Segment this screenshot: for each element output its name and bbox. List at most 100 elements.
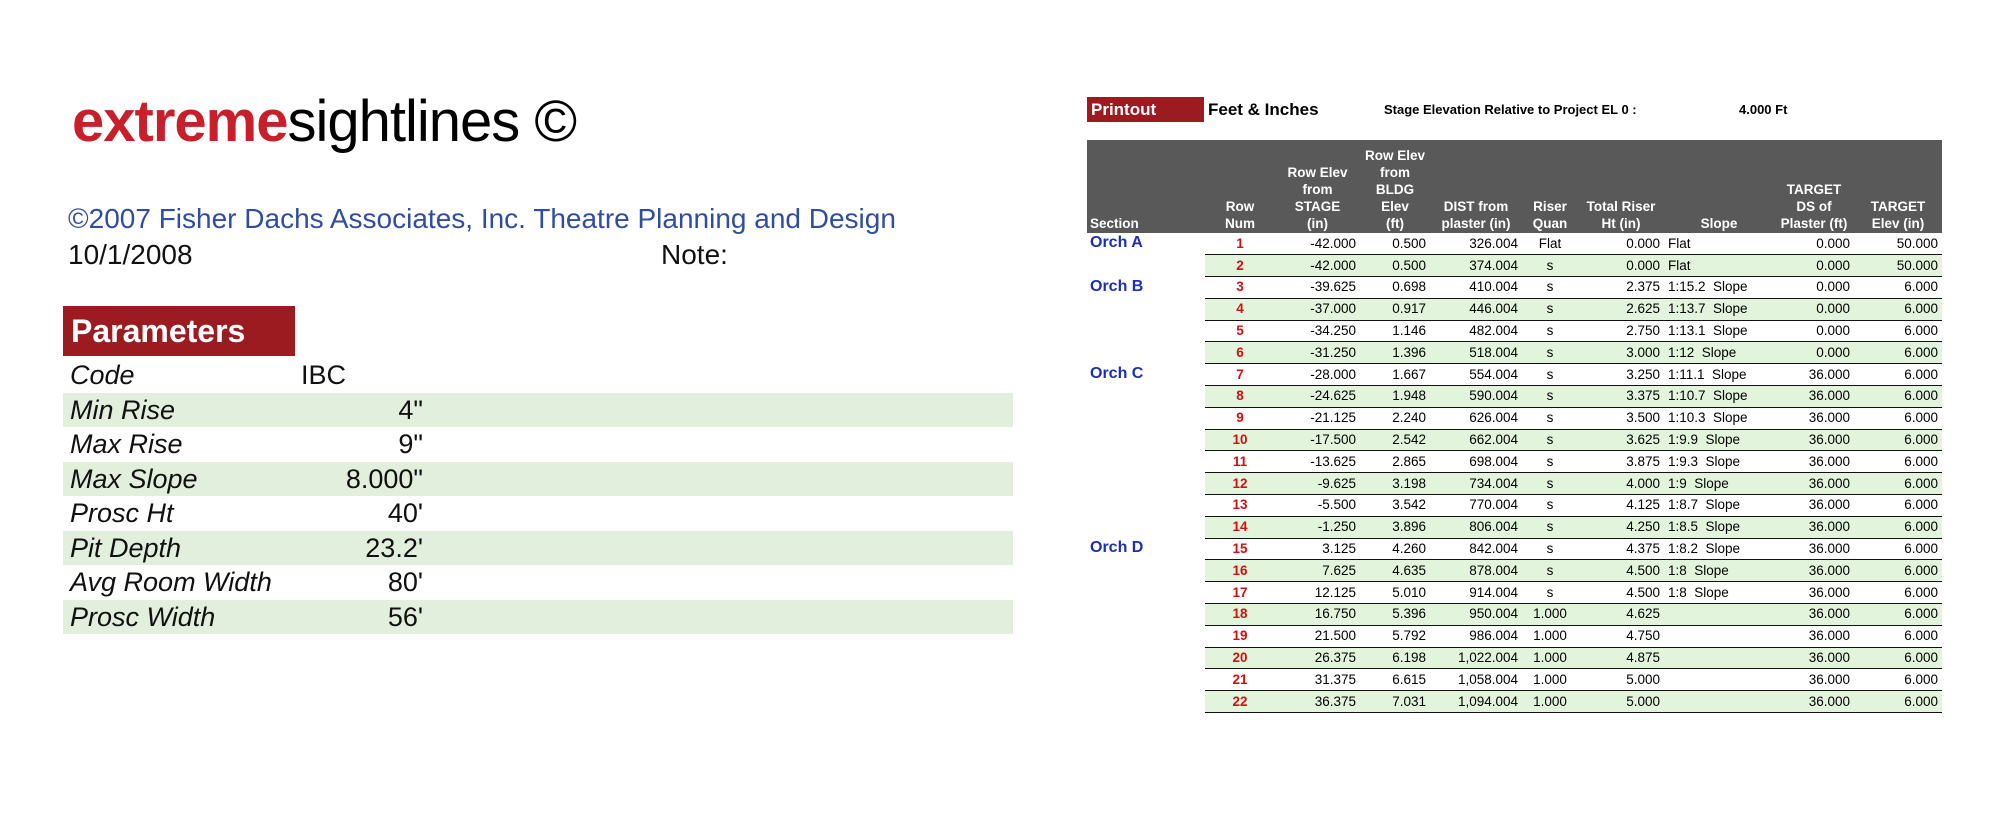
- table-cell: [1087, 669, 1205, 691]
- table-cell: 0.000: [1578, 233, 1664, 256]
- table-cell: 36.000: [1774, 690, 1854, 714]
- table-cell: 2.865: [1360, 450, 1430, 474]
- table-cell: s: [1522, 472, 1578, 496]
- parameters-title: Parameters: [63, 306, 295, 356]
- table-cell: 6.000: [1854, 363, 1942, 387]
- table-cell: 17: [1205, 581, 1275, 605]
- table-cell: 0.000: [1774, 254, 1854, 278]
- table-cell: [1087, 320, 1205, 342]
- table-cell: 6.000: [1854, 516, 1942, 539]
- logo-part: extreme: [72, 89, 288, 154]
- table-cell: 6.000: [1854, 559, 1942, 583]
- table-cell: 4.125: [1578, 494, 1664, 517]
- table-cell: 1:13.7 Slope: [1664, 298, 1774, 321]
- table-cell: 878.004: [1430, 559, 1522, 583]
- parameter-label: Code: [70, 360, 135, 390]
- table-cell: 6.000: [1854, 472, 1942, 496]
- table-cell: [1087, 582, 1205, 604]
- table-cell: -37.000: [1275, 298, 1360, 321]
- table-cell: 914.004: [1430, 581, 1522, 605]
- table-cell: s: [1522, 538, 1578, 561]
- table-cell: 3.000: [1578, 341, 1664, 365]
- table-cell: 326.004: [1430, 233, 1522, 256]
- table-cell: 15: [1205, 538, 1275, 561]
- table-cell: 0.000: [1774, 276, 1854, 299]
- table-cell: 6.000: [1854, 603, 1942, 626]
- table-cell: 6.000: [1854, 429, 1942, 452]
- table-cell: 6.615: [1360, 668, 1430, 692]
- table-cell: 6.000: [1854, 407, 1942, 430]
- table-cell: 10: [1205, 429, 1275, 452]
- table-cell: 1:11.1 Slope: [1664, 363, 1774, 387]
- table-cell: 2.625: [1578, 298, 1664, 321]
- table-cell: 3.896: [1360, 516, 1430, 539]
- table-row: Orch D 15 3.125 4.260 842.004 s 4.375 1:8.2 Slo…: [1087, 538, 1942, 561]
- table-row: 8 -24.625 1.948 590.004 s 3.375 1:10.7 Slope 36…: [1087, 385, 1942, 408]
- table-cell: 4.625: [1578, 603, 1664, 626]
- logo-part: sightlines ©: [287, 89, 577, 154]
- table-cell: 0.000: [1774, 341, 1854, 365]
- table-cell: 1.000: [1522, 603, 1578, 626]
- table-cell: 5.010: [1360, 581, 1430, 605]
- table-row: 18 16.750 5.396 950.004 1.000 4.625 36.000 6.00…: [1087, 603, 1942, 626]
- table-cell: 6.000: [1854, 298, 1942, 321]
- table-cell: [1087, 386, 1205, 408]
- table-cell: -5.500: [1275, 494, 1360, 517]
- table-cell: 6.000: [1854, 647, 1942, 670]
- parameter-row: Max Slope 8.000": [63, 461, 1013, 496]
- table-cell: 3.542: [1360, 494, 1430, 517]
- table-cell: 1.000: [1522, 668, 1578, 692]
- table-cell: 4.635: [1360, 559, 1430, 583]
- table-cell: 3.125: [1275, 538, 1360, 561]
- table-cell: s: [1522, 407, 1578, 430]
- table-cell: [1087, 342, 1205, 364]
- table-cell: 6.000: [1854, 690, 1942, 714]
- table-cell: 446.004: [1430, 298, 1522, 321]
- table-cell: [1664, 647, 1774, 670]
- printout-label: Printout: [1087, 97, 1204, 122]
- table-cell: Orch D: [1090, 539, 1144, 557]
- table-row: 12 -9.625 3.198 734.004 s 4.000 1:9 Slope 36.00…: [1087, 472, 1942, 496]
- parameter-value: 8.000": [345, 463, 423, 494]
- table-row: 20 26.375 6.198 1,022.004 1.000 4.875 36.000 6.…: [1087, 647, 1942, 670]
- parameter-row: Prosc Ht 40': [63, 496, 1013, 530]
- table-cell: 4.875: [1578, 647, 1664, 670]
- table-cell: 1.000: [1522, 647, 1578, 670]
- table-cell: 4.500: [1578, 581, 1664, 605]
- table-cell: 3.625: [1578, 429, 1664, 452]
- table-cell: 11: [1205, 450, 1275, 474]
- table-cell: 1,058.004: [1430, 668, 1522, 692]
- table-cell: 36.000: [1774, 407, 1854, 430]
- parameter-value: IBC: [301, 360, 347, 390]
- table-cell: s: [1522, 276, 1578, 299]
- table-cell: 518.004: [1430, 341, 1522, 365]
- parameter-value: 80': [387, 567, 423, 597]
- table-cell: [1087, 495, 1205, 517]
- table-cell: s: [1522, 385, 1578, 408]
- table-cell: [1087, 516, 1205, 538]
- table-cell: [1087, 647, 1205, 669]
- table-cell: 9: [1205, 407, 1275, 430]
- table-cell: 1:8.5 Slope: [1664, 516, 1774, 539]
- column-header: Row Num: [1205, 140, 1275, 233]
- table-cell: -28.000: [1275, 363, 1360, 387]
- table-cell: 986.004: [1430, 625, 1522, 648]
- table-cell: 1:8.2 Slope: [1664, 538, 1774, 561]
- table-cell: -17.500: [1275, 429, 1360, 452]
- table-cell: 36.000: [1774, 494, 1854, 517]
- table-cell: 1.396: [1360, 341, 1430, 365]
- parameter-row: Avg Room Width 80': [63, 565, 1013, 599]
- table-cell: 7.031: [1360, 690, 1430, 714]
- table-cell: 31.375: [1275, 668, 1360, 692]
- table-cell: 36.000: [1774, 559, 1854, 583]
- table-cell: 6.000: [1854, 341, 1942, 365]
- table-cell: [1087, 473, 1205, 495]
- table-row: 14 -1.250 3.896 806.004 s 4.250 1:8.5 Slope 36.…: [1087, 516, 1942, 539]
- table-row: 22 36.375 7.031 1,094.004 1.000 5.000 36.000 6.…: [1087, 690, 1942, 714]
- table-row: 11 -13.625 2.865 698.004 s 3.875 1:9.3 Slope 36…: [1087, 450, 1942, 474]
- table-cell: [1664, 690, 1774, 714]
- table-cell: 16.750: [1275, 603, 1360, 626]
- table-cell: [1664, 625, 1774, 648]
- table-cell: 1.667: [1360, 363, 1430, 387]
- table-row: 21 31.375 6.615 1,058.004 1.000 5.000 36.000 6.…: [1087, 668, 1942, 692]
